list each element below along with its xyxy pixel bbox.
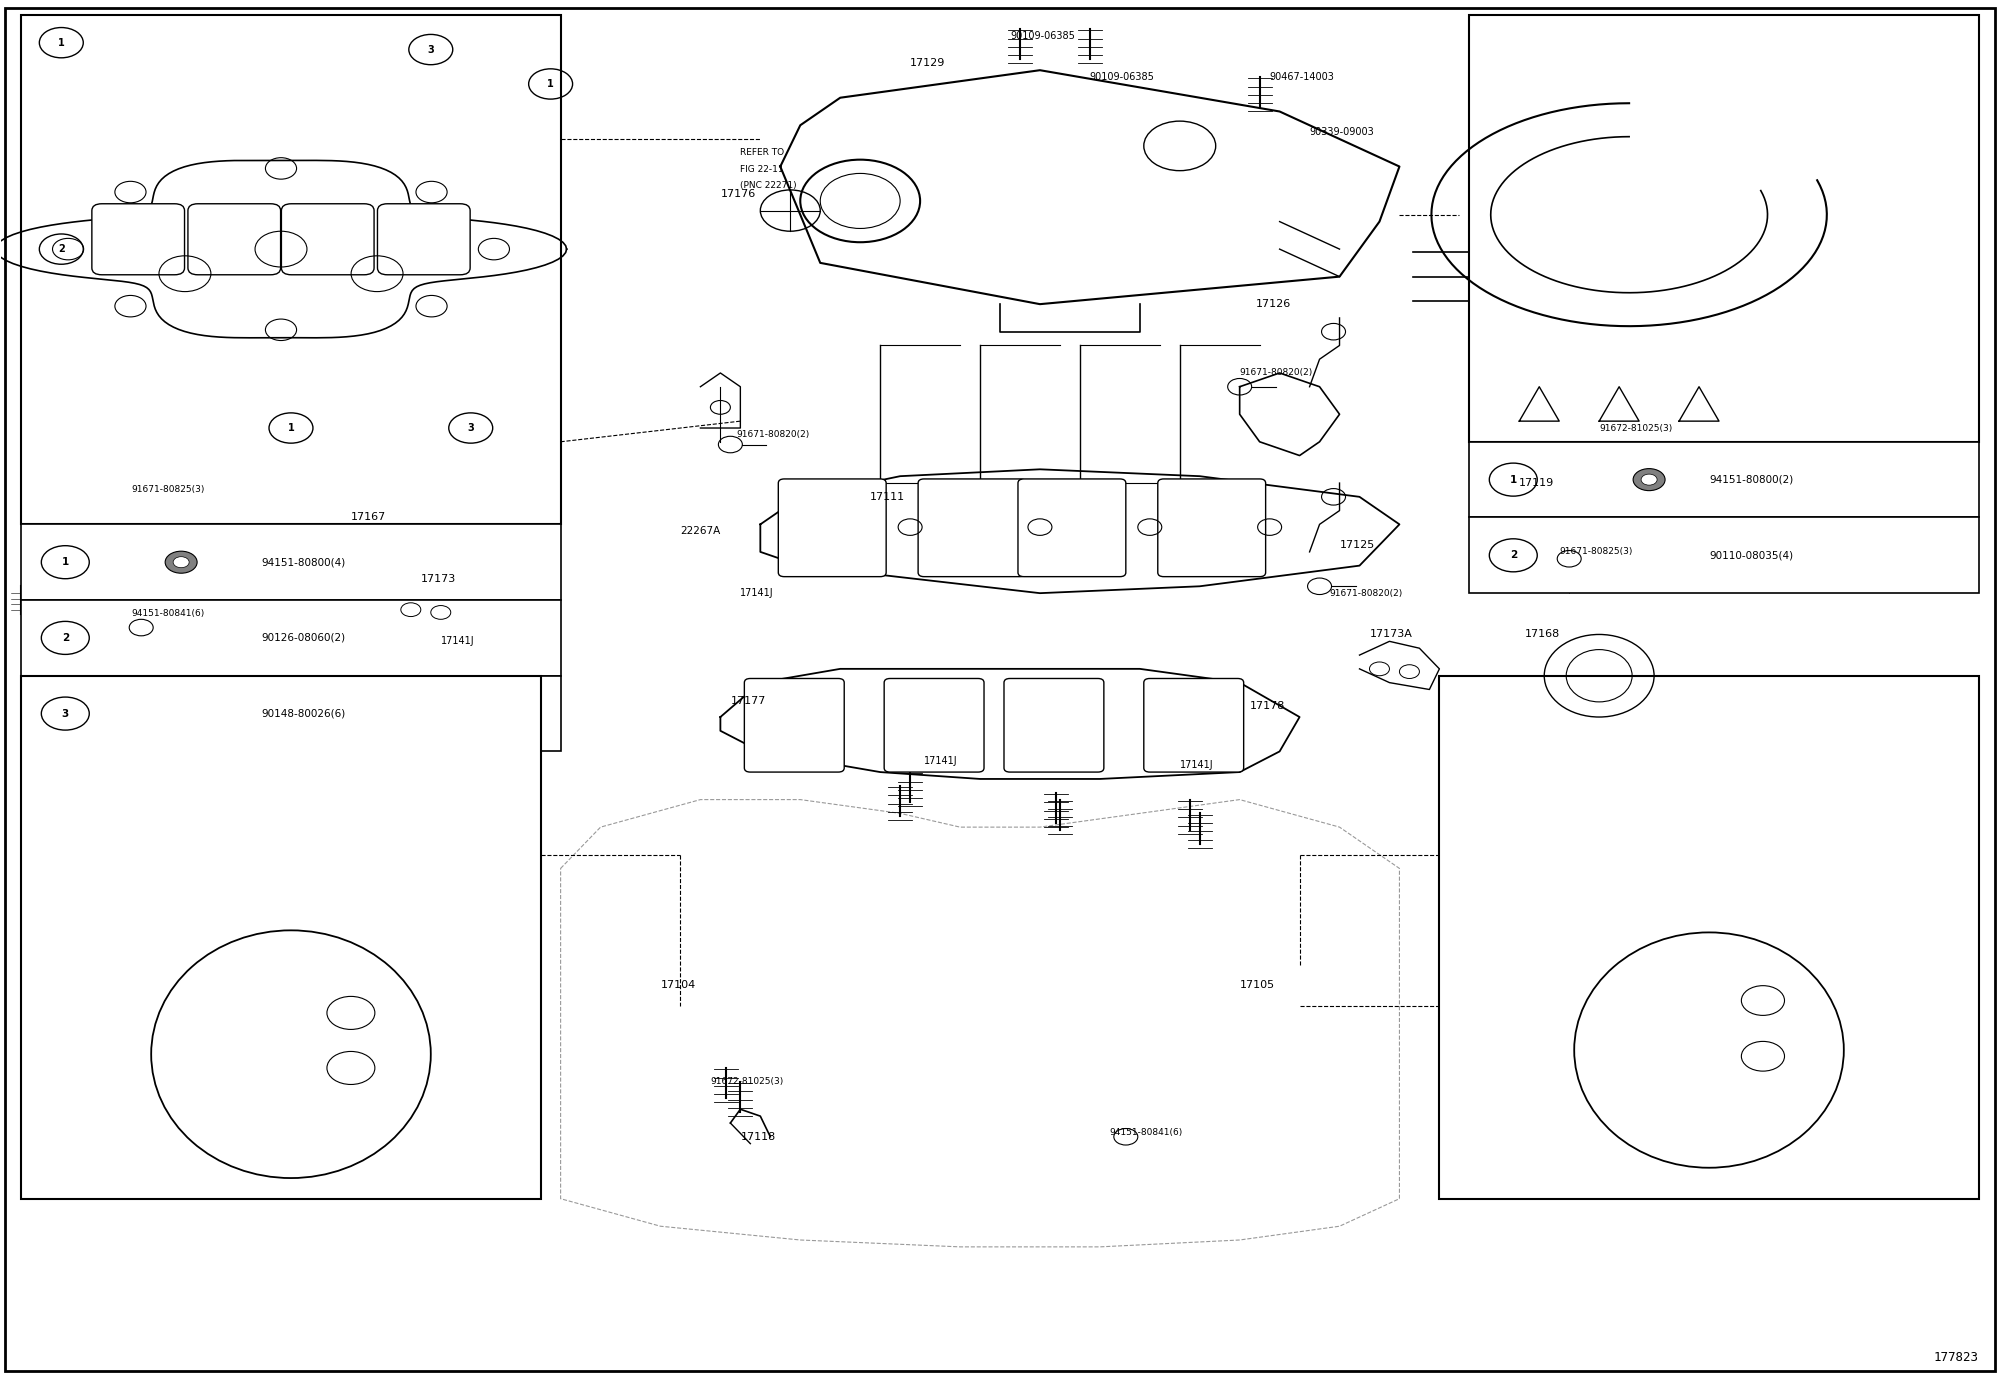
Circle shape	[166, 552, 198, 574]
Text: 177823: 177823	[1934, 1351, 1978, 1364]
FancyBboxPatch shape	[1004, 678, 1104, 772]
Text: 17119: 17119	[1520, 479, 1554, 488]
Text: 17118: 17118	[740, 1132, 776, 1142]
Text: REFER TO: REFER TO	[740, 149, 784, 157]
Text: 91672-81025(3): 91672-81025(3)	[1900, 520, 1978, 530]
Text: 90126-06029(2): 90126-06029(2)	[52, 685, 128, 694]
FancyBboxPatch shape	[1018, 479, 1126, 576]
Text: 17173: 17173	[420, 575, 456, 585]
Text: 17126: 17126	[1256, 299, 1290, 309]
Text: 91671-80610(6): 91671-80610(6)	[1460, 974, 1536, 983]
Text: 17167: 17167	[350, 513, 386, 523]
Text: 17178: 17178	[1250, 701, 1286, 712]
Text: 90126-08060(2): 90126-08060(2)	[262, 633, 346, 643]
Text: 1: 1	[288, 423, 294, 433]
Text: 94151-80800(4): 94151-80800(4)	[262, 557, 346, 567]
Circle shape	[174, 557, 190, 568]
Text: 17105: 17105	[1240, 980, 1274, 990]
FancyBboxPatch shape	[22, 15, 560, 524]
Text: 2: 2	[58, 244, 64, 254]
Text: 91671-80820(2): 91671-80820(2)	[1330, 589, 1402, 597]
Text: 22267A: 22267A	[680, 527, 720, 536]
Text: 2: 2	[1510, 550, 1516, 560]
FancyBboxPatch shape	[744, 678, 844, 772]
Text: 3: 3	[468, 423, 474, 433]
Text: 3: 3	[428, 44, 434, 55]
Text: (PNC 22271): (PNC 22271)	[740, 181, 796, 190]
Text: 94151-80800(2): 94151-80800(2)	[1710, 474, 1794, 484]
Text: 90148-80026(6): 90148-80026(6)	[262, 709, 346, 718]
Text: 90126-10033(2): 90126-10033(2)	[1460, 1022, 1536, 1031]
FancyBboxPatch shape	[22, 524, 560, 600]
FancyBboxPatch shape	[282, 204, 374, 274]
Text: 91671-80825(3): 91671-80825(3)	[132, 485, 204, 495]
Text: 3: 3	[62, 709, 68, 718]
Text: 1: 1	[1510, 474, 1516, 484]
FancyBboxPatch shape	[918, 479, 1026, 576]
FancyBboxPatch shape	[22, 600, 560, 676]
FancyBboxPatch shape	[1158, 479, 1266, 576]
Text: 17173A: 17173A	[1370, 629, 1412, 640]
Circle shape	[1634, 469, 1666, 491]
Text: 90109-06385: 90109-06385	[1090, 72, 1154, 83]
Text: 91672-81025(3): 91672-81025(3)	[1600, 423, 1672, 433]
Text: 90109-06385: 90109-06385	[1010, 30, 1074, 41]
FancyBboxPatch shape	[188, 204, 280, 274]
Text: 94151-80841(6): 94151-80841(6)	[132, 610, 204, 618]
Text: 1: 1	[58, 37, 64, 48]
Text: 17111: 17111	[870, 492, 906, 502]
Text: 17129: 17129	[910, 58, 946, 69]
Text: 91671-80825(3): 91671-80825(3)	[1560, 547, 1632, 556]
Text: 17176: 17176	[720, 189, 756, 199]
Text: 91671-80820(2): 91671-80820(2)	[1240, 368, 1312, 378]
Text: 90126-06029(2): 90126-06029(2)	[1460, 685, 1536, 694]
Text: 90126-10033(2): 90126-10033(2)	[92, 1022, 168, 1031]
Text: 17125: 17125	[1340, 541, 1374, 550]
Text: 2: 2	[62, 633, 68, 643]
FancyBboxPatch shape	[378, 204, 470, 274]
Text: 17141J: 17141J	[924, 756, 958, 767]
Text: 1: 1	[62, 557, 68, 567]
FancyBboxPatch shape	[22, 676, 540, 1198]
Circle shape	[1642, 474, 1658, 485]
Text: 17167: 17167	[350, 527, 386, 536]
FancyBboxPatch shape	[92, 204, 184, 274]
Text: 90339-09003: 90339-09003	[1310, 127, 1374, 137]
Text: 17141J: 17141J	[1180, 760, 1214, 771]
FancyBboxPatch shape	[22, 676, 560, 752]
FancyBboxPatch shape	[1470, 517, 1978, 593]
Text: 17141J: 17141J	[440, 636, 474, 647]
Text: 91672-81025(3): 91672-81025(3)	[710, 1077, 784, 1087]
Text: 91671-80610(6): 91671-80610(6)	[52, 974, 128, 983]
Text: 90110-08035(4): 90110-08035(4)	[1710, 550, 1794, 560]
Text: 17141J: 17141J	[740, 589, 774, 598]
Text: FIG 22-11: FIG 22-11	[740, 164, 784, 174]
Text: 94151-80841(6): 94151-80841(6)	[1110, 1128, 1184, 1138]
FancyBboxPatch shape	[1470, 441, 1978, 517]
Text: 17177: 17177	[730, 695, 766, 706]
Text: 17104: 17104	[660, 980, 696, 990]
FancyBboxPatch shape	[1470, 15, 1978, 441]
FancyBboxPatch shape	[1144, 678, 1244, 772]
Text: 91671-80820(2): 91671-80820(2)	[736, 430, 810, 440]
Text: 1: 1	[548, 79, 554, 90]
Text: 17168: 17168	[1526, 629, 1560, 640]
FancyBboxPatch shape	[778, 479, 886, 576]
Text: 91671-80825(3): 91671-80825(3)	[22, 565, 100, 575]
Text: 90467-14003: 90467-14003	[1270, 72, 1334, 83]
FancyBboxPatch shape	[884, 678, 984, 772]
FancyBboxPatch shape	[1440, 676, 1978, 1198]
